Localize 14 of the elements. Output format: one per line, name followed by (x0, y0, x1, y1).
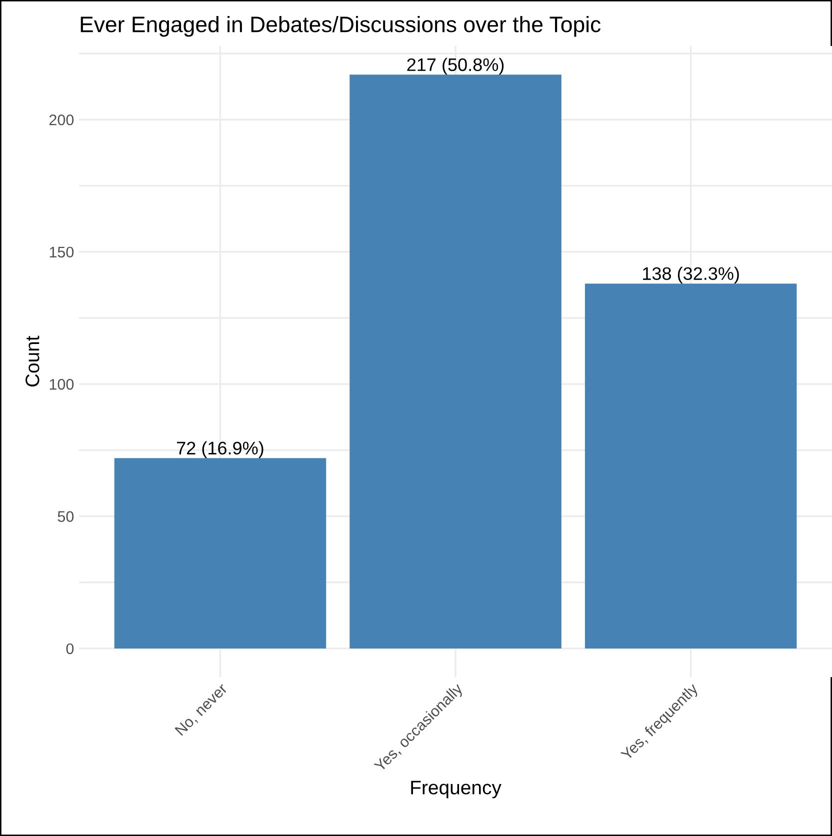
y-axis-title: Count (26, 336, 40, 387)
chart-title: Ever Engaged in Debates/Discussions over the Topic (80, 16, 601, 37)
y-tick-label: 50 (58, 511, 74, 522)
bar (584, 284, 797, 648)
data-label: 217 (50.8%) (407, 58, 504, 75)
y-tick-label: 100 (50, 378, 74, 390)
y-tick-label: 200 (49, 114, 74, 126)
bar (114, 458, 326, 648)
y-tick-label: 150 (50, 246, 74, 258)
bar (350, 74, 562, 648)
x-axis-title: Frequency (411, 780, 502, 798)
y-tick-label: 0 (66, 643, 74, 654)
data-label: 72 (16.9%) (176, 441, 264, 458)
data-label: 138 (32.3%) (643, 266, 739, 284)
